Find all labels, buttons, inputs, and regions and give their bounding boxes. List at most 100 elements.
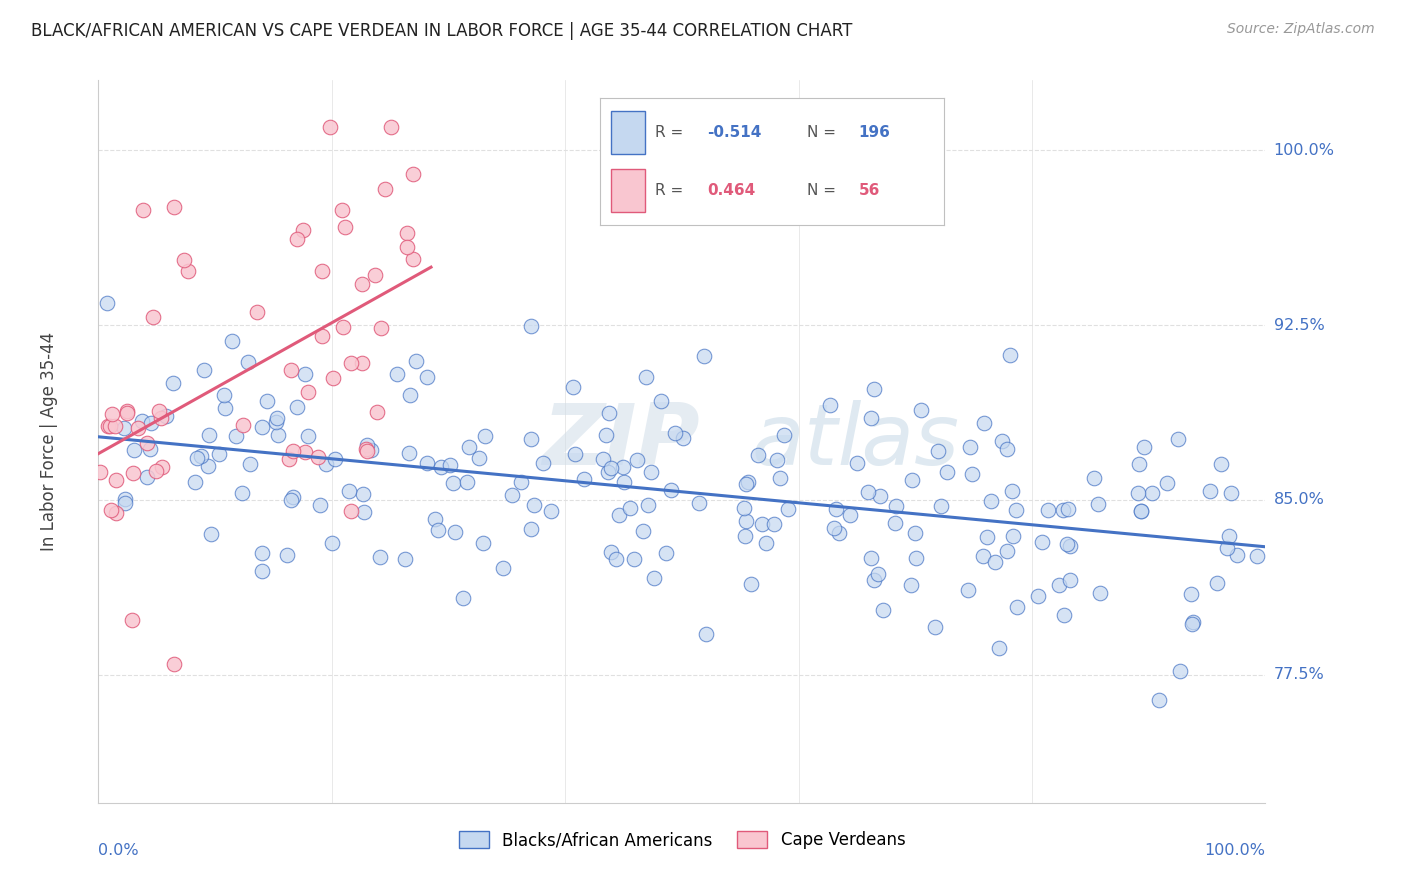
Point [430, 460, 453, 475]
Point [225, 429, 247, 443]
Point [1226, 548, 1249, 562]
Point [650, 393, 672, 408]
Point [200, 527, 222, 541]
Point [1133, 440, 1156, 454]
Text: 77.5%: 77.5% [1274, 667, 1324, 682]
Point [592, 451, 614, 466]
Point [520, 432, 543, 446]
Point [519, 319, 541, 334]
Point [734, 514, 756, 528]
Point [1180, 587, 1202, 601]
Point [1059, 573, 1081, 587]
Point [212, 388, 235, 402]
Point [561, 380, 583, 394]
Point [688, 496, 710, 510]
Point [935, 465, 957, 479]
Point [353, 504, 375, 518]
Point [1209, 457, 1232, 471]
Point [1056, 537, 1078, 551]
Point [1218, 529, 1240, 543]
Point [104, 473, 127, 487]
Point [294, 368, 316, 382]
Point [820, 398, 842, 412]
Point [1026, 589, 1049, 603]
Point [142, 310, 165, 324]
Point [1147, 692, 1170, 706]
Point [423, 512, 446, 526]
Point [100, 407, 122, 421]
Point [239, 457, 262, 471]
Point [322, 371, 344, 385]
Point [208, 448, 231, 462]
Point [984, 555, 1007, 569]
Point [1206, 576, 1229, 591]
Text: atlas: atlas [752, 400, 960, 483]
Point [845, 456, 868, 470]
Point [280, 493, 302, 508]
Point [236, 355, 259, 369]
Point [540, 504, 562, 518]
Point [323, 452, 346, 467]
Point [626, 453, 648, 467]
Point [976, 530, 998, 544]
Point [457, 440, 479, 454]
Point [366, 405, 388, 419]
Point [1059, 539, 1081, 553]
Point [112, 421, 135, 435]
Point [399, 387, 422, 401]
Point [607, 508, 630, 522]
Point [904, 526, 927, 541]
Point [605, 552, 627, 566]
Point [1246, 549, 1268, 563]
Point [1031, 535, 1053, 549]
Point [613, 475, 636, 489]
Point [998, 348, 1021, 362]
Point [394, 552, 416, 566]
Point [733, 501, 755, 516]
Point [221, 334, 243, 348]
Point [1004, 503, 1026, 517]
Point [287, 400, 309, 414]
Point [859, 550, 882, 565]
Point [467, 450, 489, 465]
Point [352, 356, 374, 370]
Point [186, 451, 208, 466]
Point [266, 411, 288, 425]
Point [319, 120, 342, 134]
Point [89, 466, 111, 480]
Point [623, 551, 645, 566]
Point [735, 477, 758, 491]
Point [1128, 457, 1150, 471]
Point [643, 571, 665, 585]
Point [927, 444, 949, 458]
Point [1002, 528, 1025, 542]
Point [872, 603, 894, 617]
Point [856, 484, 879, 499]
Point [1181, 615, 1204, 630]
Point [439, 458, 461, 472]
Point [132, 202, 155, 217]
Point [737, 475, 759, 489]
Point [193, 363, 215, 377]
Point [1083, 471, 1105, 485]
Point [190, 449, 212, 463]
Point [769, 471, 792, 485]
Point [297, 429, 319, 443]
Point [405, 354, 427, 368]
Text: BLACK/AFRICAN AMERICAN VS CAPE VERDEAN IN LABOR FORCE | AGE 35-44 CORRELATION CH: BLACK/AFRICAN AMERICAN VS CAPE VERDEAN I… [31, 22, 852, 40]
Point [973, 416, 995, 430]
Point [509, 475, 531, 490]
Point [117, 406, 139, 420]
Text: ZIP: ZIP [541, 400, 700, 483]
Point [637, 498, 659, 512]
Point [197, 428, 219, 442]
Point [231, 486, 253, 500]
Point [385, 367, 408, 381]
Point [900, 578, 922, 592]
Legend: Blacks/African Americans, Cape Verdeans: Blacks/African Americans, Cape Verdeans [451, 824, 912, 856]
Point [292, 223, 315, 237]
Point [104, 418, 127, 433]
Point [910, 402, 932, 417]
Point [868, 567, 890, 582]
Point [904, 551, 927, 566]
